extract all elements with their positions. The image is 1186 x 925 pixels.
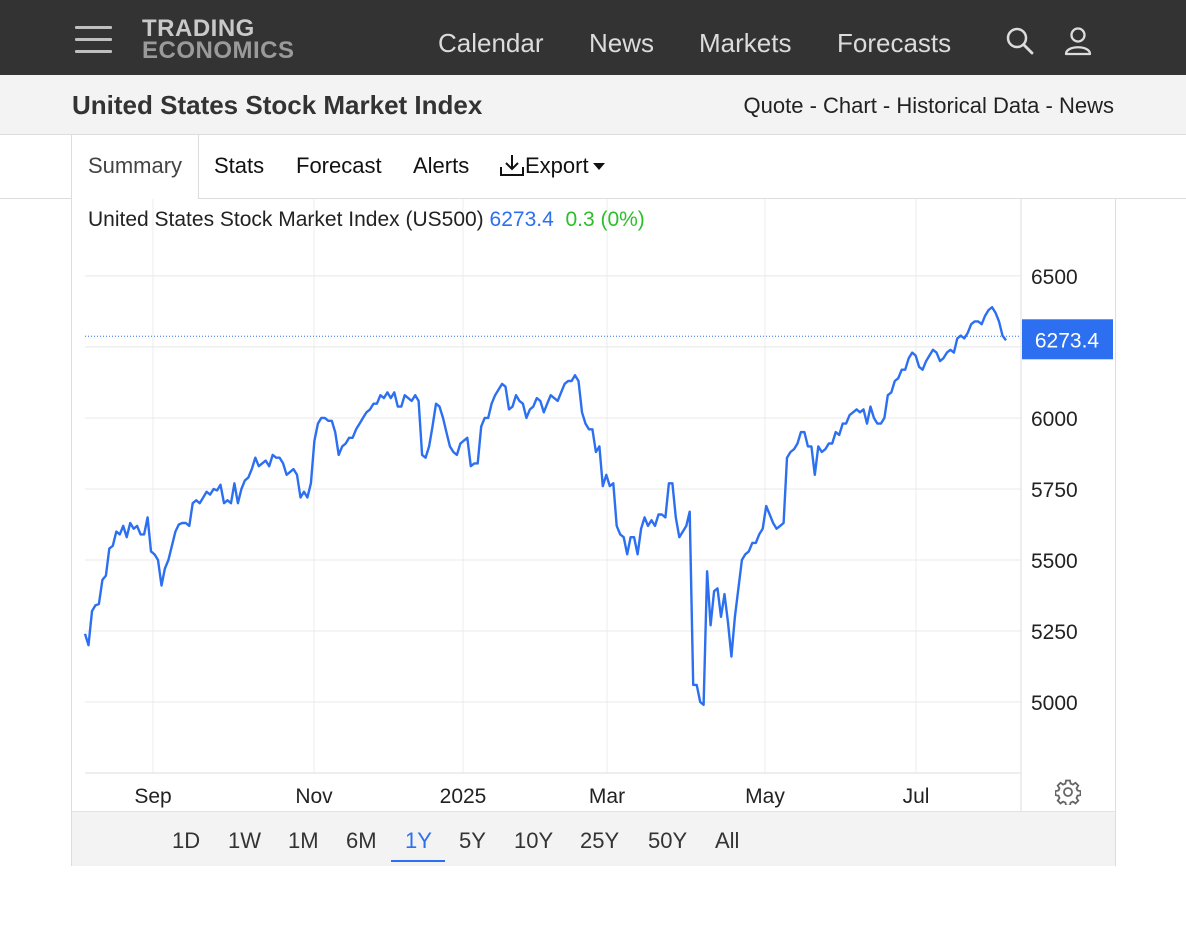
x-tick-label: 2025 [440, 785, 487, 808]
x-tick-label: Mar [589, 785, 625, 808]
logo[interactable]: TRADING ECONOMICS [142, 15, 295, 64]
range-6m[interactable]: 6M [346, 828, 377, 853]
page-header: United States Stock Market Index Quote -… [0, 75, 1186, 135]
link-historical-data[interactable]: Historical Data [896, 93, 1040, 118]
range-5y[interactable]: 5Y [459, 828, 486, 853]
separator: - [876, 93, 897, 118]
tab-export[interactable]: Export [499, 135, 606, 198]
download-icon [500, 155, 524, 176]
nav-markets[interactable]: Markets [699, 28, 792, 58]
last-value-badge [1022, 319, 1113, 360]
range-1y[interactable]: 1Y [405, 828, 432, 853]
tab-bar: Summary Stats Forecast Alerts Export [0, 135, 1186, 199]
caret-down-icon [592, 163, 605, 170]
tab-forecast[interactable]: Forecast [296, 153, 382, 178]
range-25y[interactable]: 25Y [580, 828, 620, 853]
top-nav-bar: TRADING ECONOMICS Calendar News Markets … [0, 0, 1186, 75]
y-tick-label: 5750 [1031, 479, 1078, 502]
tab-alerts[interactable]: Alerts [413, 153, 470, 178]
search-icon[interactable] [1005, 26, 1035, 56]
range-1d[interactable]: 1D [172, 828, 201, 853]
legend-change: 0.3 (0%) [565, 208, 645, 231]
tab-summary[interactable]: Summary [71, 135, 199, 199]
legend-series-name: United States Stock Market Index (US500) [88, 208, 484, 231]
price-chart[interactable]: Sep Nov 2025 Mar May Jul 5000 5250 5500 5750 6000 6… [72, 199, 1115, 811]
x-tick-label: Nov [295, 785, 333, 808]
chart-container: Sep Nov 2025 Mar May Jul 5000 5250 5500 5750 6000 6… [71, 199, 1116, 866]
range-10y[interactable]: 10Y [514, 828, 554, 853]
series-line [83, 305, 1007, 706]
tab-stats[interactable]: Stats [214, 153, 265, 178]
last-value-label: 6273.4 [1035, 329, 1100, 352]
x-tick-label: Jul [903, 785, 930, 808]
link-quote[interactable]: Quote [743, 93, 804, 118]
menu-icon[interactable] [75, 26, 112, 54]
range-50y[interactable]: 50Y [648, 828, 688, 853]
logo-line-1: TRADING [142, 15, 255, 42]
link-chart[interactable]: Chart [823, 93, 877, 118]
x-tick-label: May [745, 785, 785, 808]
range-1m[interactable]: 1M [288, 828, 319, 853]
range-selector: 1D 1W 1M 6M 1Y 5Y 10Y 25Y 50Y All [72, 811, 1115, 866]
page-title: United States Stock Market Index [72, 90, 483, 120]
y-tick-label: 6500 [1031, 266, 1078, 289]
legend-value: 6273.4 [489, 208, 554, 231]
y-tick-label: 6000 [1031, 408, 1078, 431]
chart-legend: United States Stock Market Index (US500)… [88, 208, 645, 232]
range-all[interactable]: All [715, 828, 740, 853]
y-tick-label: 5500 [1031, 550, 1078, 573]
separator: - [1039, 93, 1059, 118]
x-tick-label: Sep [134, 785, 171, 808]
gear-icon[interactable] [1055, 779, 1081, 805]
y-tick-label: 5000 [1031, 692, 1078, 715]
quick-links: Quote - Chart - Historical Data - News [744, 93, 1114, 119]
y-tick-label: 5250 [1031, 621, 1078, 644]
logo-line-2: ECONOMICS [142, 37, 295, 64]
range-1w[interactable]: 1W [228, 828, 261, 853]
tab-export-label: Export [525, 153, 589, 178]
nav-forecasts[interactable]: Forecasts [837, 28, 952, 58]
active-range-indicator [391, 860, 445, 862]
separator: - [803, 93, 824, 118]
link-news[interactable]: News [1058, 93, 1114, 118]
nav-news[interactable]: News [589, 28, 655, 58]
nav-calendar[interactable]: Calendar [438, 28, 544, 58]
user-icon[interactable] [1064, 26, 1092, 56]
